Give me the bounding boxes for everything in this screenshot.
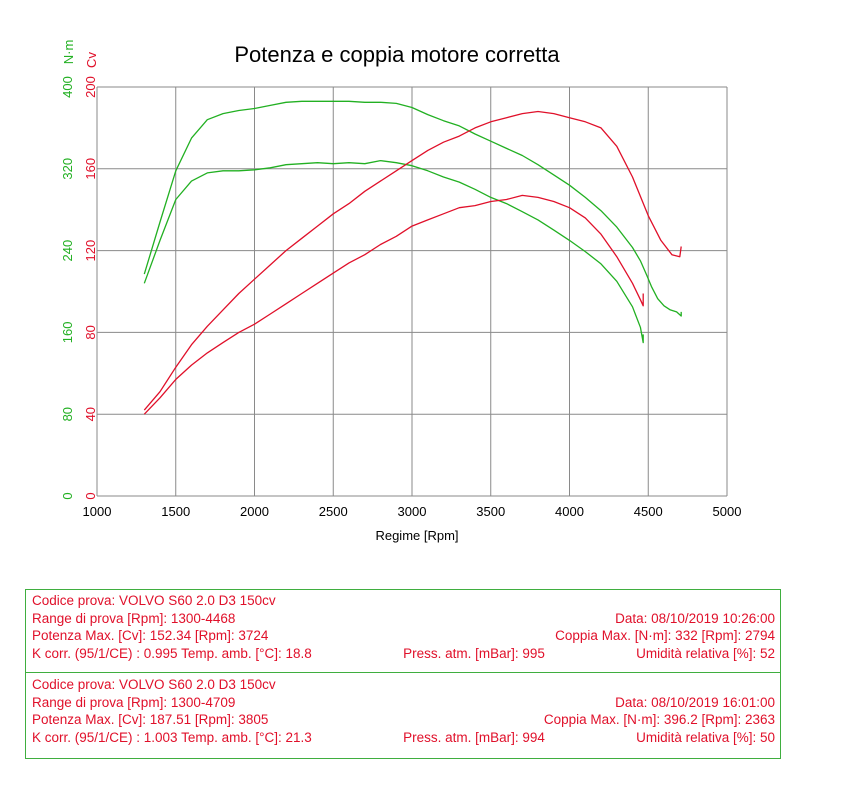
y-tick-label-torque: 400 <box>60 76 75 98</box>
x-tick-labels: 1000 1500 2000 2500 3000 3500 4000 4500 5000 <box>83 504 742 519</box>
y-tick-label-torque: 160 <box>60 322 75 344</box>
x-tick-label: 2000 <box>240 504 269 519</box>
x-tick-label: 5000 <box>713 504 742 519</box>
power-curve <box>143 110 682 411</box>
x-tick-label: 3000 <box>398 504 427 519</box>
test-humidity: Umidità relativa [%]: 50 <box>636 729 775 745</box>
x-tick-label: 4500 <box>634 504 663 519</box>
test-info-box-2: Codice prova: VOLVO S60 2.0 D3 150cv Ran… <box>25 673 781 759</box>
power-curve <box>143 194 644 415</box>
test-range: Range di prova [Rpm]: 1300-4468 <box>32 610 236 626</box>
y-tick-label-power: 0 <box>83 492 98 499</box>
test-max-power: Potenza Max. [Cv]: 152.34 [Rpm]: 3724 <box>32 628 269 643</box>
y-tick-label-power: 40 <box>83 407 98 421</box>
test-date: Data: 08/10/2019 16:01:00 <box>615 694 775 710</box>
series-lines <box>143 100 682 415</box>
y-tick-labels: 0 80 160 240 320 400 0 40 80 120 160 200 <box>60 76 98 499</box>
test-range: Range di prova [Rpm]: 1300-4709 <box>32 694 236 710</box>
test-code: Codice prova: VOLVO S60 2.0 D3 150cv <box>32 677 276 692</box>
chart: Potenza e coppia motore corretta 1000 150… <box>60 40 742 543</box>
y-tick-label-torque: 240 <box>60 240 75 262</box>
y-tick-label-torque: 0 <box>60 492 75 499</box>
y-axis-unit-power: Cv <box>84 52 99 68</box>
y-tick-label-power: 160 <box>83 158 98 180</box>
y-tick-label-torque: 320 <box>60 158 75 180</box>
test-correction: K corr. (95/1/CE) : 0.995 Temp. amb. [°C… <box>32 645 312 661</box>
y-tick-label-torque: 80 <box>60 407 75 421</box>
grid <box>96 86 728 497</box>
torque-curve <box>143 100 682 317</box>
torque-curve <box>143 159 644 344</box>
test-max-torque: Coppia Max. [N·m]: 396.2 [Rpm]: 2363 <box>543 712 775 727</box>
test-date: Data: 08/10/2019 10:26:00 <box>615 610 775 626</box>
x-tick-label: 1500 <box>161 504 190 519</box>
chart-title: Potenza e coppia motore corretta <box>234 42 560 67</box>
x-tick-label: 1000 <box>83 504 112 519</box>
test-pressure: Press. atm. [mBar]: 994 <box>403 729 545 745</box>
x-axis-label: Regime [Rpm] <box>375 528 458 543</box>
y-tick-label-power: 200 <box>83 76 98 98</box>
test-humidity: Umidità relativa [%]: 52 <box>636 645 775 661</box>
x-tick-label: 2500 <box>319 504 348 519</box>
test-max-torque: Coppia Max. [N·m]: 332 [Rpm]: 2794 <box>555 628 775 643</box>
test-correction: K corr. (95/1/CE) : 1.003 Temp. amb. [°C… <box>32 729 312 745</box>
y-tick-label-power: 120 <box>83 240 98 262</box>
test-info-box-1: Codice prova: VOLVO S60 2.0 D3 150cv Ran… <box>25 589 781 673</box>
test-code: Codice prova: VOLVO S60 2.0 D3 150cv <box>32 593 276 608</box>
x-tick-label: 4000 <box>555 504 584 519</box>
y-axis-unit-torque: N·m <box>61 40 76 65</box>
test-max-power: Potenza Max. [Cv]: 187.51 [Rpm]: 3805 <box>32 712 269 727</box>
test-pressure: Press. atm. [mBar]: 995 <box>403 645 545 661</box>
x-tick-label: 3500 <box>476 504 505 519</box>
y-tick-label-power: 80 <box>83 325 98 339</box>
